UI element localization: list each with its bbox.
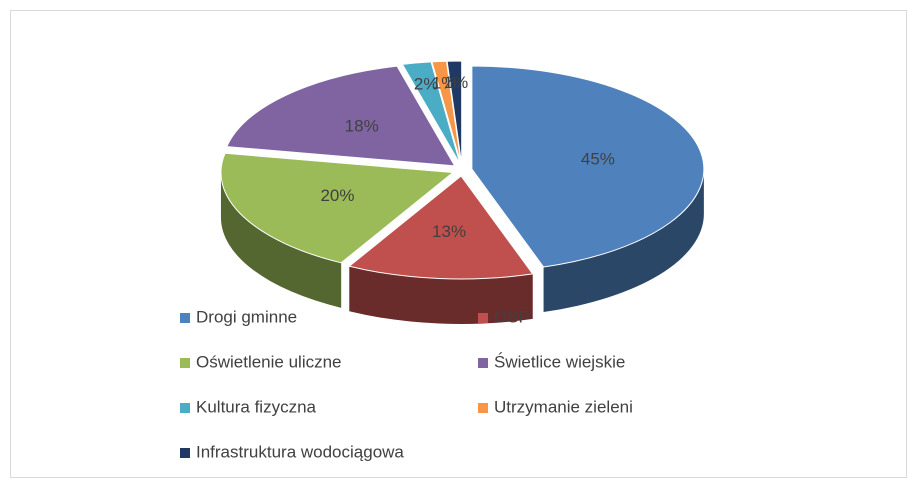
slice	[431, 60, 462, 165]
data-label: 45%	[581, 150, 615, 169]
legend-swatch	[180, 448, 190, 458]
slice	[348, 175, 534, 280]
legend-swatch	[478, 403, 488, 413]
legend-label: OSP	[494, 307, 530, 326]
slice-side	[543, 169, 704, 313]
slice-side	[220, 172, 342, 308]
data-label: 1%	[444, 73, 469, 92]
data-label: 13%	[432, 222, 466, 241]
slice	[220, 152, 455, 264]
slice	[446, 60, 463, 165]
legend-swatch	[180, 403, 190, 413]
slice	[226, 65, 456, 167]
data-label: 2%	[414, 75, 439, 94]
legend-label: Świetlice wiejskie	[494, 352, 625, 371]
legend-swatch	[478, 358, 488, 368]
data-label: 20%	[320, 186, 354, 205]
legend-label: Kultura fizyczna	[196, 397, 317, 416]
legend-label: Oświetlenie uliczne	[196, 352, 342, 371]
legend-label: Drogi gminne	[196, 307, 297, 326]
data-label: 1%	[432, 74, 457, 93]
slice-side	[349, 266, 533, 324]
slice	[471, 65, 705, 268]
slice	[401, 61, 461, 165]
legend-swatch	[180, 313, 190, 323]
legend-label: Utrzymanie zieleni	[494, 397, 633, 416]
legend-label: Infrastruktura wodociągowa	[196, 442, 404, 461]
data-label: 18%	[345, 117, 379, 136]
legend-swatch	[478, 313, 488, 323]
legend-swatch	[180, 358, 190, 368]
